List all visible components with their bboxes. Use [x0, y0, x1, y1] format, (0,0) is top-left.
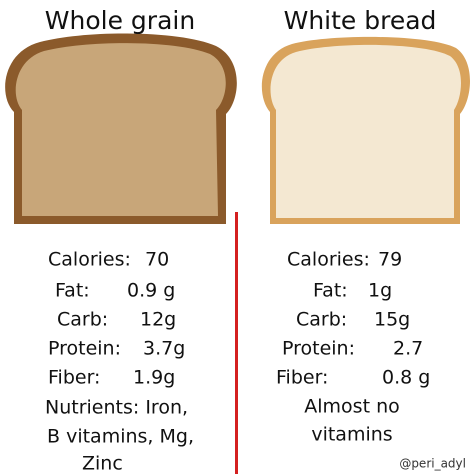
row-label: Fat: [55, 280, 90, 302]
row-value: 1.9g [133, 367, 175, 389]
row-label: Carb: [296, 309, 347, 331]
row-label: Carb: [57, 309, 108, 331]
white-bread [261, 36, 470, 224]
row-value: 70 [145, 249, 169, 271]
row-label: Calories: [287, 249, 370, 271]
note-line: vitamins [311, 424, 392, 446]
row-value: 12g [140, 309, 176, 331]
row-label: Fat: [313, 280, 348, 302]
row-label: Protein: [282, 338, 355, 360]
row-value: 15g [374, 309, 410, 331]
column-title: Whole grain [45, 6, 195, 35]
row-value: 0.9 g [127, 280, 175, 302]
whole-grain-bread [5, 33, 237, 224]
divider [235, 212, 238, 474]
column-title: White bread [284, 6, 437, 35]
row-label: Protein: [48, 338, 121, 360]
row-label: Fiber: [48, 367, 100, 389]
row-label: Calories: [48, 249, 131, 271]
credit: @peri_adyl [399, 457, 466, 471]
row-value: 2.7 [393, 338, 423, 360]
note-line: Almost no [304, 396, 399, 418]
row-value: 3.7g [143, 338, 185, 360]
row-value: 0.8 g [382, 367, 430, 389]
row-value: 79 [378, 249, 402, 271]
row-value: 1g [368, 280, 392, 302]
note-line: B vitamins, Mg, [47, 426, 194, 448]
note-line: Nutrients: Iron, [45, 397, 188, 419]
note-line: Zinc [82, 453, 123, 474]
row-label: Fiber: [276, 367, 328, 389]
